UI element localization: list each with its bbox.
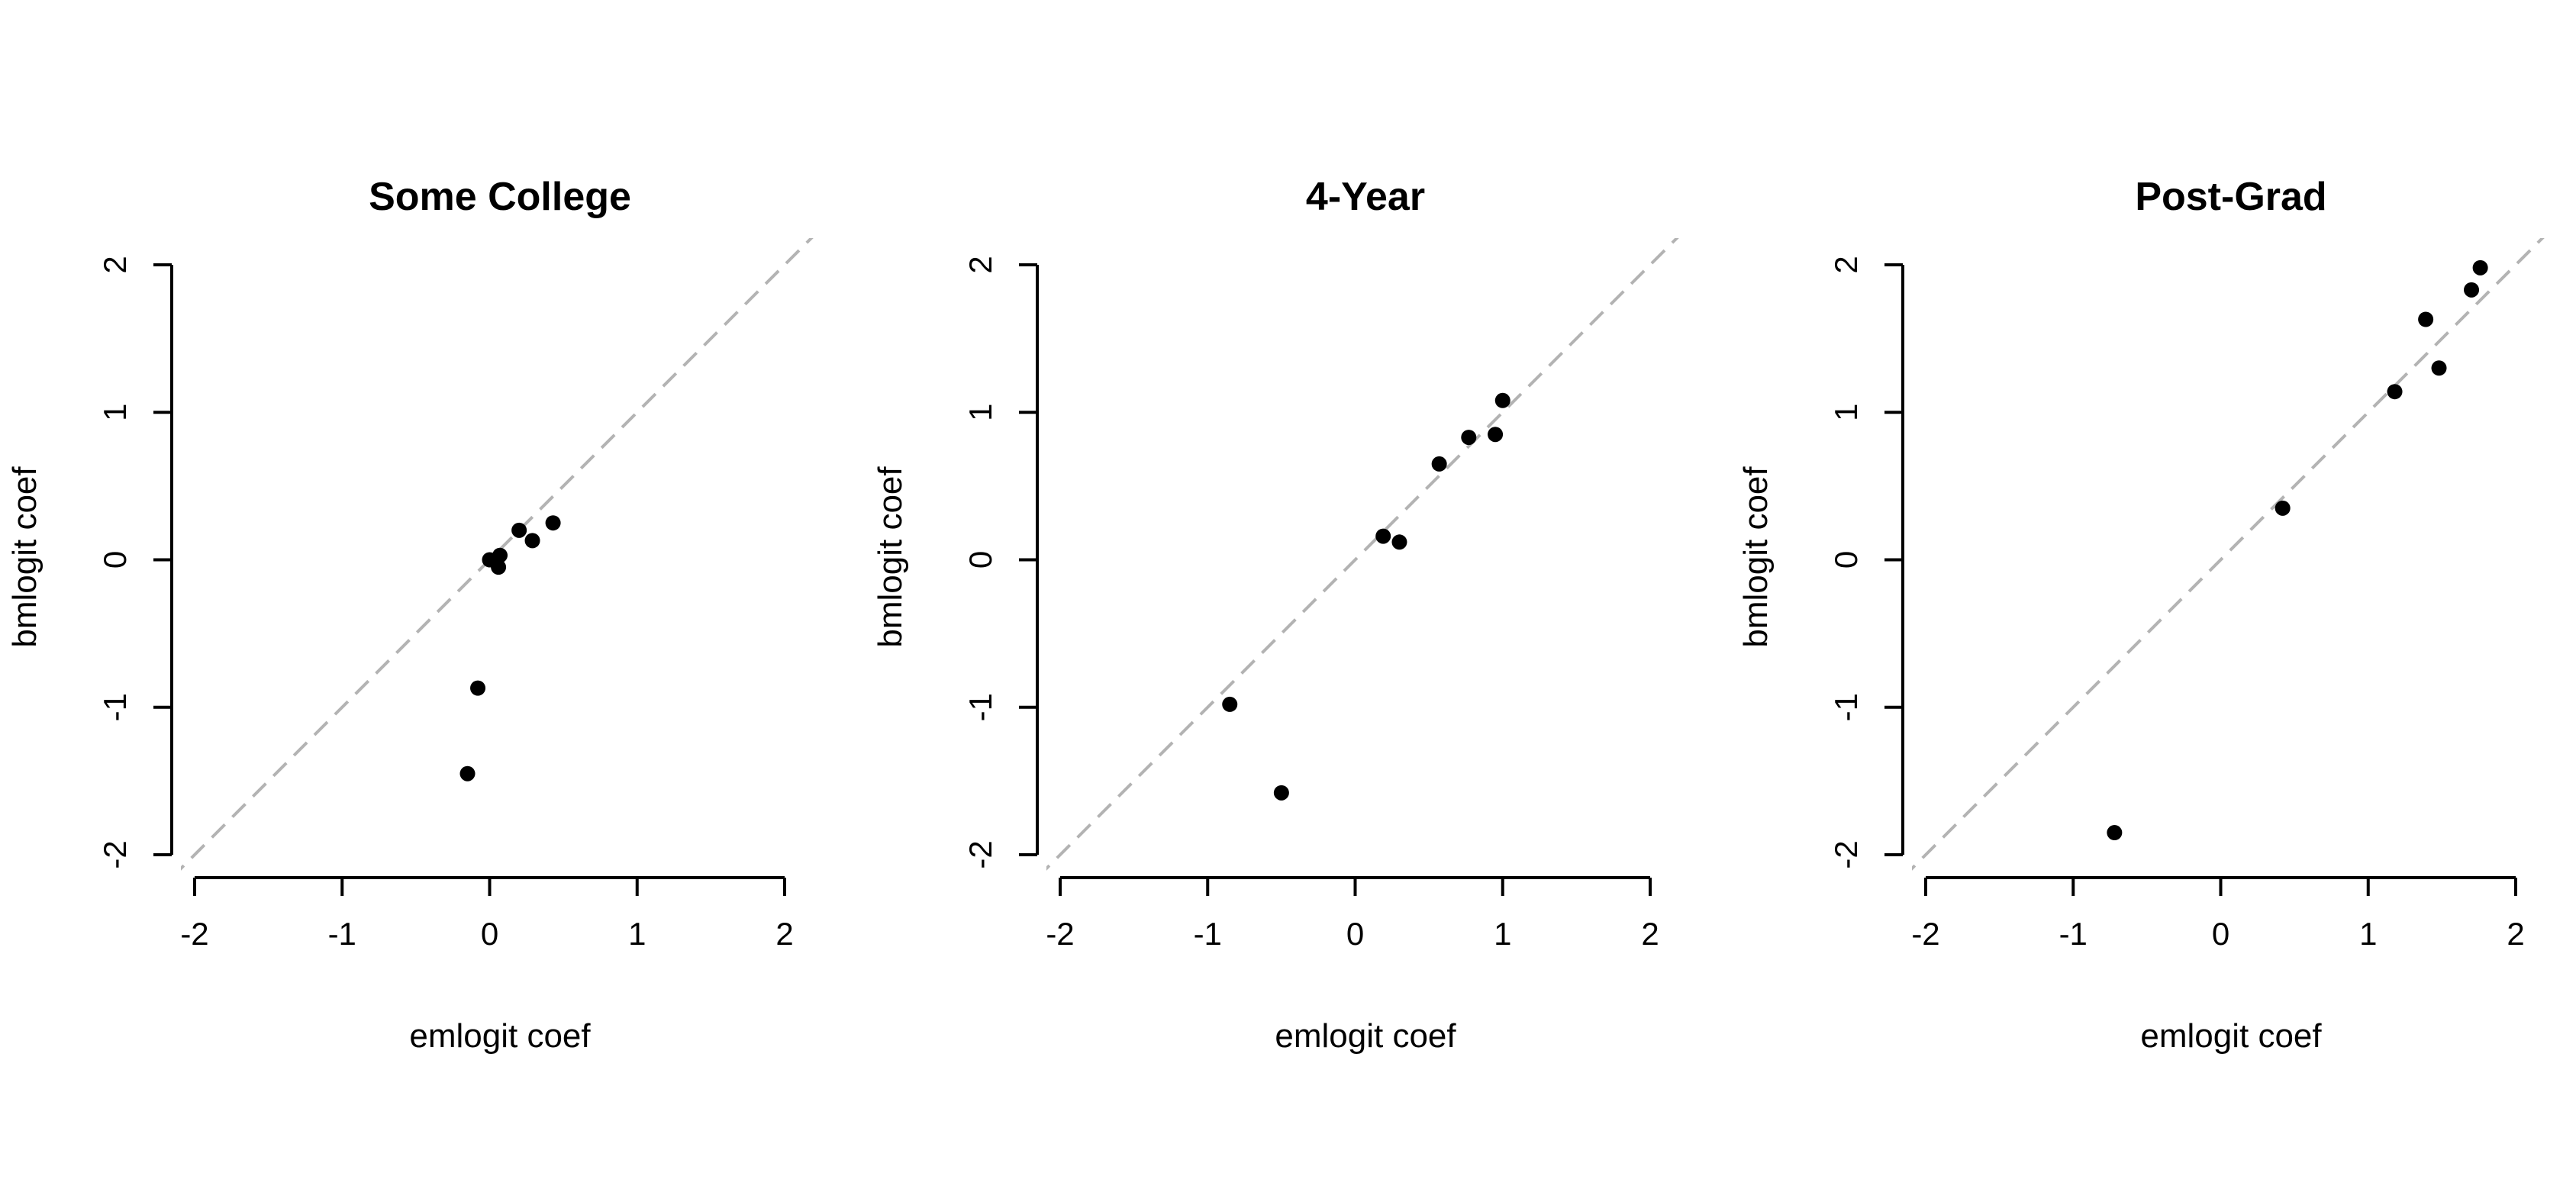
y-tick-labels: -2 -1 0 1 2: [962, 256, 998, 868]
y-tick-label: 2: [1828, 256, 1864, 273]
y-axis-label: bmlogit coef: [6, 466, 44, 648]
data-point: [470, 680, 486, 696]
y-tick-label: -2: [1828, 840, 1864, 868]
y-tick-label: -2: [962, 840, 998, 868]
y-axis-label: bmlogit coef: [1737, 466, 1775, 648]
data-point: [545, 515, 561, 531]
x-axis-label: emlogit coef: [409, 1017, 591, 1055]
y-tick-label: 0: [1828, 551, 1864, 569]
data-point: [2387, 384, 2403, 400]
x-tick-label: -2: [1911, 916, 1939, 952]
data-point: [1375, 528, 1391, 544]
data-point: [511, 522, 527, 538]
x-tick-labels: -2 -1 0 1 2: [1911, 916, 2524, 952]
data-point: [524, 533, 540, 549]
data-point: [1461, 430, 1477, 446]
x-tick-label: -1: [1194, 916, 1222, 952]
x-tick-label: 2: [775, 916, 793, 952]
x-ticks: [193, 878, 786, 896]
x-tick-label: 2: [1641, 916, 1659, 952]
x-tick-label: -2: [180, 916, 208, 952]
data-point: [1494, 392, 1510, 408]
y-axis-label: bmlogit coef: [872, 466, 909, 648]
y-tick-label: 2: [962, 256, 998, 273]
y-tick-label: 0: [97, 551, 133, 569]
data-point: [1488, 427, 1504, 443]
panel-title: 4-Year: [1306, 175, 1425, 219]
y-tick-label: -1: [962, 693, 998, 721]
x-tick-labels: -2 -1 0 1 2: [1046, 916, 1659, 952]
x-axis-label: emlogit coef: [2140, 1017, 2322, 1055]
y-ticks: [1884, 263, 1903, 856]
data-point: [2472, 259, 2488, 276]
panel-title: Some College: [369, 175, 631, 219]
data-point: [459, 765, 476, 781]
x-ticks: [1924, 878, 2517, 896]
data-point: [2418, 311, 2434, 327]
x-tick-label: 1: [2359, 916, 2377, 952]
x-ticks: [1059, 878, 1652, 896]
data-point: [2107, 825, 2123, 841]
y-tick-label: 1: [97, 404, 133, 421]
data-points: [459, 515, 561, 781]
x-tick-label: -2: [1046, 916, 1074, 952]
panel-title: Post-Grad: [2135, 175, 2326, 219]
x-axis-label: emlogit coef: [1275, 1017, 1456, 1055]
panel-some-college: Some College -2 -1 0 1 2 -2 -1 0: [6, 175, 814, 1055]
x-tick-label: 1: [628, 916, 646, 952]
panel-post-grad: Post-Grad -2 -1 0 1 2 -2 -1 0: [1737, 175, 2545, 1055]
data-point: [1273, 785, 1289, 801]
x-tick-label: 0: [1346, 916, 1364, 952]
x-tick-label: 0: [481, 916, 498, 952]
x-tick-label: -1: [328, 916, 356, 952]
x-tick-labels: -2 -1 0 1 2: [180, 916, 793, 952]
data-point: [2431, 360, 2447, 376]
data-point: [2275, 500, 2291, 516]
y-tick-label: 0: [962, 551, 998, 569]
y-tick-labels: -2 -1 0 1 2: [97, 256, 133, 868]
y-tick-label: -1: [97, 693, 133, 721]
data-point: [492, 547, 508, 563]
y-tick-label: 1: [962, 404, 998, 421]
y-tick-label: -2: [97, 840, 133, 868]
x-tick-label: 0: [2212, 916, 2229, 952]
reference-line: [1046, 238, 1679, 871]
y-tick-labels: -2 -1 0 1 2: [1828, 256, 1864, 868]
y-ticks: [1019, 263, 1037, 856]
data-point: [1391, 534, 1407, 550]
y-tick-label: -1: [1828, 693, 1864, 721]
x-tick-label: 2: [2507, 916, 2524, 952]
x-tick-label: 1: [1494, 916, 1511, 952]
data-points: [1222, 392, 1510, 801]
y-tick-label: 2: [97, 256, 133, 273]
data-point: [1222, 696, 1238, 712]
data-point: [2464, 282, 2480, 298]
panel-4-year: 4-Year -2 -1 0 1 2 -2 -1 0: [872, 175, 1679, 1055]
data-point: [1431, 456, 1447, 472]
y-ticks: [153, 263, 172, 856]
y-tick-label: 1: [1828, 404, 1864, 421]
data-points: [2107, 259, 2488, 841]
data-point: [491, 559, 507, 575]
reference-line: [1912, 238, 2545, 871]
x-tick-label: -1: [2059, 916, 2088, 952]
